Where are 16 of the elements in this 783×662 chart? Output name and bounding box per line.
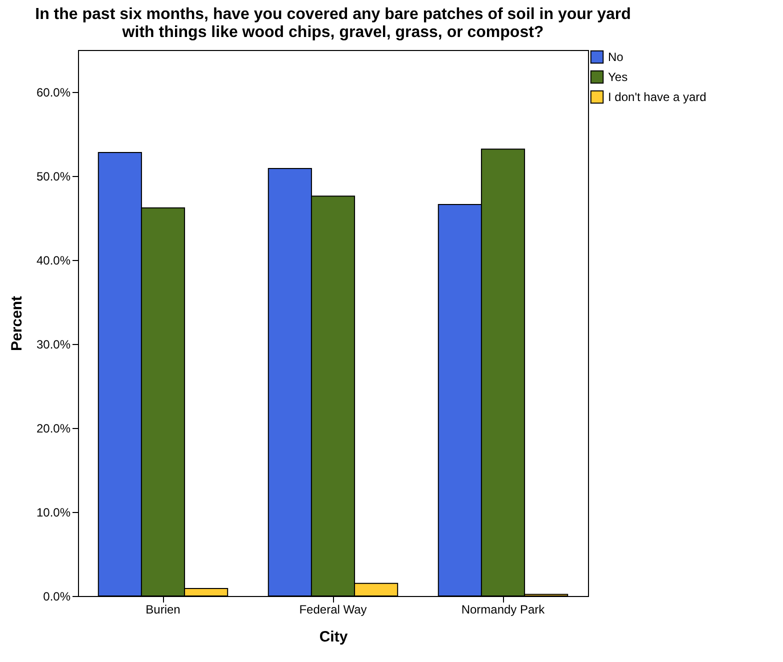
- x-tick-label: Normandy Park: [461, 602, 546, 616]
- y-tick-label: 10.0%: [36, 506, 71, 520]
- y-tick-label: 40.0%: [36, 254, 71, 268]
- y-tick-label: 60.0%: [36, 86, 71, 100]
- y-tick-label: 50.0%: [36, 170, 71, 184]
- y-tick-label: 30.0%: [36, 338, 71, 352]
- chart-title: In the past six months, have you covered any bare patches of soil in your yard with things like wood chips, gravel, grass, or compost?: [35, 6, 631, 41]
- y-axis-title: Percent: [8, 296, 26, 352]
- legend-label: Yes: [608, 70, 628, 84]
- y-tick-label: 20.0%: [36, 422, 71, 436]
- legend-label: No: [608, 50, 624, 64]
- legend-label: I don't have a yard: [608, 90, 706, 104]
- y-tick-label: 0.0%: [43, 590, 71, 604]
- x-tick-label: Federal Way: [299, 602, 367, 616]
- x-tick-label: Burien: [146, 602, 180, 616]
- x-axis-title: City: [319, 628, 348, 646]
